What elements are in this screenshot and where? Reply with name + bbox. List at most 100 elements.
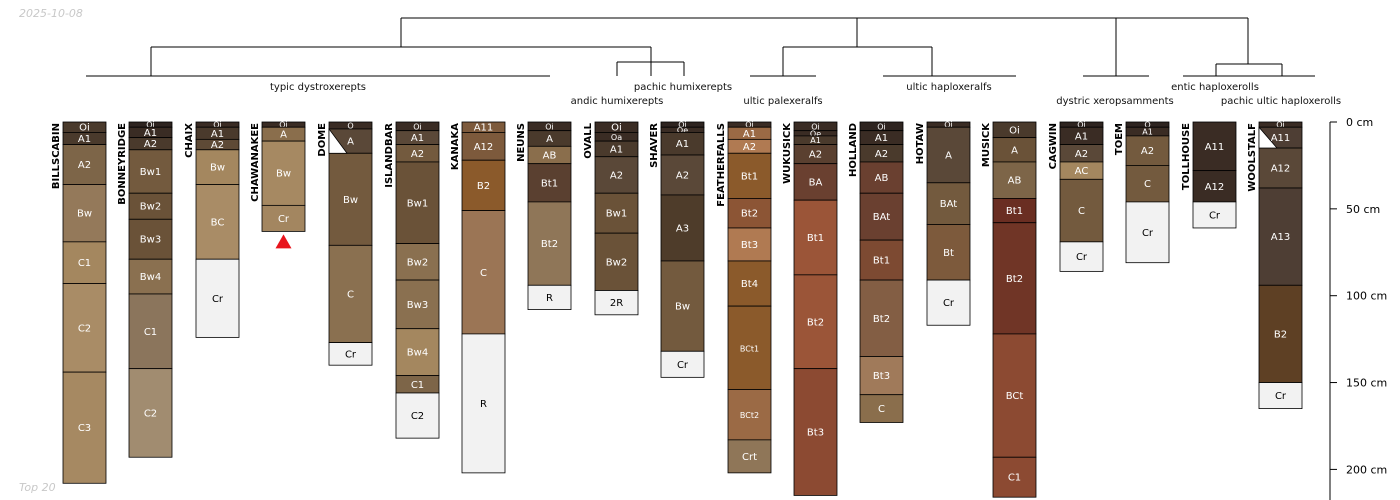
horizon [793,274,838,370]
horizon-label: Oi [944,121,953,130]
horizon-label: A [1011,145,1018,156]
axis-tick-label: 0 cm [1346,116,1373,129]
horizon [195,184,240,260]
horizon [859,239,904,281]
horizon [1059,178,1104,243]
horizon-label: Cr [677,360,689,371]
horizon-label: A1 [1142,128,1153,137]
dendrogram-label: pachic humixerepts [634,82,732,93]
horizon-label: A2 [1075,149,1088,160]
profile-name: BILLSCABIN [51,123,62,189]
profile-name: SHAVER [649,123,660,168]
dendrogram-label: entic haploxerolls [1171,82,1259,93]
soil-profile: WOOLSTALF Oi A11 A12 A13 B2 Cr [1247,121,1303,410]
horizon [461,159,506,211]
horizon [461,210,506,335]
horizon [660,350,705,378]
horizon-label: A1 [743,129,756,140]
horizon-label: Oi [146,121,155,130]
horizon [727,152,772,199]
dendrogram-label: ultic palexeralfs [743,96,822,107]
profile-name: HOTAW [915,123,926,164]
profile-name: MUSICK [981,122,992,167]
horizon [62,371,107,484]
horizon [261,204,306,232]
horizon-label: A1 [810,136,821,145]
axis-tick-label: 100 cm [1346,290,1387,303]
horizon [926,126,971,184]
profile-name: KANAKA [450,123,461,170]
horizon-label: Bt2 [741,209,758,220]
horizon-label: Oi [1009,125,1020,136]
horizon [992,137,1037,163]
horizon-label: B2 [1274,329,1287,340]
horizon-label: Bt1 [541,178,558,189]
horizon-label: Bt4 [741,279,758,290]
horizon-label: BCt [1006,391,1024,402]
horizon-label: A2 [809,150,822,161]
horizon-label: AB [543,151,557,162]
soil-profile: TOLLHOUSE A11 A12 Cr [1181,121,1237,229]
horizon-label: A2 [211,140,224,151]
horizon-label: Cr [1142,228,1154,239]
horizon [261,140,306,206]
depth-axis: 0 cm 50 cm 100 cm 150 cm 200 cm [1329,116,1387,500]
horizon [992,333,1037,458]
horizon-label: A13 [1271,232,1291,243]
horizon-label: Bw2 [407,257,428,268]
profile-name: DOME [317,123,328,157]
horizon [461,132,506,161]
horizon-label: AB [1008,176,1022,187]
horizon-label: A11 [474,123,494,134]
horizon-label: A [280,130,287,141]
horizon-label: A1 [875,133,888,144]
horizon-label: C [878,404,885,415]
profile-name: CHAIX [184,123,195,158]
horizon [594,290,639,316]
footer-caption: Top 20 [19,481,56,494]
dendrogram-label: ultic haploxeralfs [906,82,991,93]
horizon-label: Bt3 [807,428,824,439]
horizon-label: A [546,134,553,145]
dendrogram-label: pachic ultic haploxerolls [1221,96,1341,107]
horizon [1059,241,1104,272]
horizon [859,394,904,423]
horizon-label: A2 [78,160,91,171]
horizon [727,389,772,441]
horizon-label: BAt [940,199,958,210]
missing-data-marker [1258,126,1278,149]
horizon [195,258,240,338]
horizon [128,218,173,260]
horizon-label: Oi [1276,121,1285,130]
profile-name: CHAWANAKEE [250,123,261,202]
horizon-label: Bt3 [741,240,758,251]
horizon-label: Oe [677,126,688,135]
horizon-label: BC [211,217,225,228]
horizon [859,279,904,357]
horizon [727,305,772,390]
horizon [793,199,838,276]
horizon-label: Bw2 [606,257,627,268]
horizon-label: A12 [1271,164,1291,175]
horizon-label: Oi [611,123,622,134]
horizon [395,243,440,281]
horizon-label: Bt1 [1006,206,1023,217]
horizon [660,194,705,262]
horizon-label: Oi [745,121,754,130]
profile-name: HOLLAND [848,123,859,177]
horizon [992,198,1037,224]
horizon-label: Bt [943,248,954,259]
truncation-arrow [275,234,292,249]
profile-name: FEATHERFALLS [716,123,727,207]
horizon [1125,201,1170,264]
horizon-label: Oi [79,123,90,134]
horizon [793,368,838,496]
profile-name: OVALL [583,122,594,158]
horizon-label: A2 [610,170,623,181]
horizon-label: Bt2 [873,314,890,325]
profile-name: CAGWIN [1048,123,1059,169]
axis-tick-label: 150 cm [1346,377,1387,390]
horizon-label: Bt3 [873,371,890,382]
horizon-label: Oi [811,122,820,131]
